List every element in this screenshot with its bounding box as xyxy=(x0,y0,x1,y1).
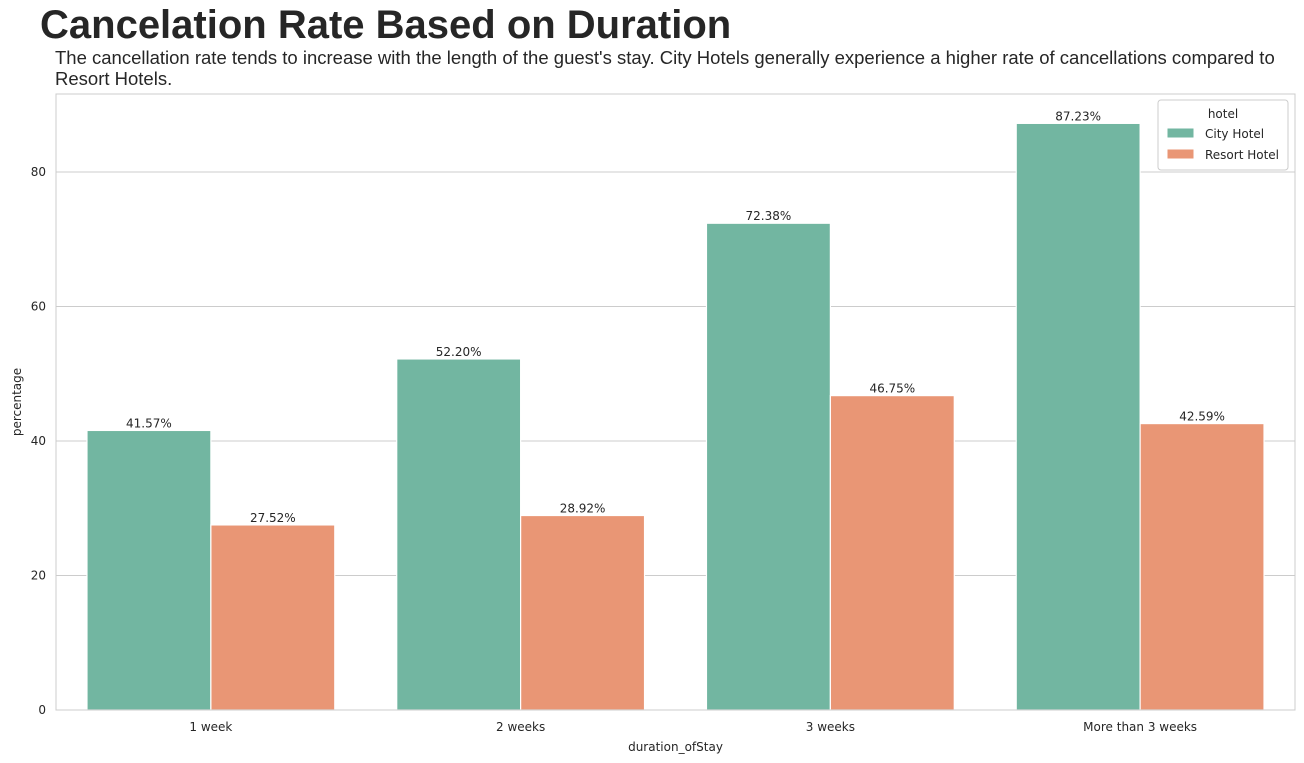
y-tick-label: 40 xyxy=(31,434,46,448)
x-tick-label: 1 week xyxy=(189,720,232,734)
bar-value-label: 42.59% xyxy=(1179,410,1225,424)
x-tick-label: 2 weeks xyxy=(496,720,545,734)
legend-swatch xyxy=(1166,148,1195,160)
axis-ticks: 0 20 40 60 80 1 week 2 weeks 3 weeks More than 3… xyxy=(31,165,1197,734)
bar-value-label: 41.57% xyxy=(126,416,172,430)
bar-city-hotel xyxy=(86,429,212,711)
legend-title: hotel xyxy=(1208,107,1238,121)
bar-value-label: 87.23% xyxy=(1055,109,1101,123)
legend: hotel City Hotel Resort Hotel xyxy=(1157,99,1289,171)
chart-title: Cancelation Rate Based on Duration xyxy=(40,3,732,47)
x-tick-label: More than 3 weeks xyxy=(1083,720,1197,734)
bar-city-hotel xyxy=(705,222,831,711)
bar-value-label: 72.38% xyxy=(746,209,792,223)
bar-city-hotel xyxy=(396,358,522,711)
bar-value-label: 27.52% xyxy=(250,511,296,525)
y-tick-label: 20 xyxy=(31,569,46,583)
legend-entry-label: City Hotel xyxy=(1205,127,1264,141)
bar-labels: 41.57% 27.52% 52.20% 28.92% 72.38% 46.75% 87.2… xyxy=(126,109,1225,525)
x-tick-label: 3 weeks xyxy=(806,720,855,734)
plot-border xyxy=(55,93,1296,711)
y-axis-label: percentage xyxy=(10,368,24,436)
legend-swatch xyxy=(1166,127,1195,139)
bars xyxy=(86,122,1265,711)
chart-subtitle: The cancellation rate tends to increase … xyxy=(55,47,1275,89)
bar-value-label: 28.92% xyxy=(560,502,606,516)
bar-resort-hotel xyxy=(520,514,646,711)
bar-resort-hotel xyxy=(1139,422,1265,711)
bar-value-label: 46.75% xyxy=(869,382,915,396)
plot-frame xyxy=(55,93,1296,711)
legend-entry-label: Resort Hotel xyxy=(1205,148,1279,162)
y-tick-label: 80 xyxy=(31,165,46,179)
x-axis-label: duration_ofStay xyxy=(628,740,723,754)
y-tick-label: 60 xyxy=(31,300,46,314)
bar-city-hotel xyxy=(1015,122,1141,711)
y-tick-label: 0 xyxy=(38,703,46,717)
bar-resort-hotel xyxy=(829,395,955,711)
bar-value-label: 52.20% xyxy=(436,345,482,359)
bar-resort-hotel xyxy=(210,524,336,711)
